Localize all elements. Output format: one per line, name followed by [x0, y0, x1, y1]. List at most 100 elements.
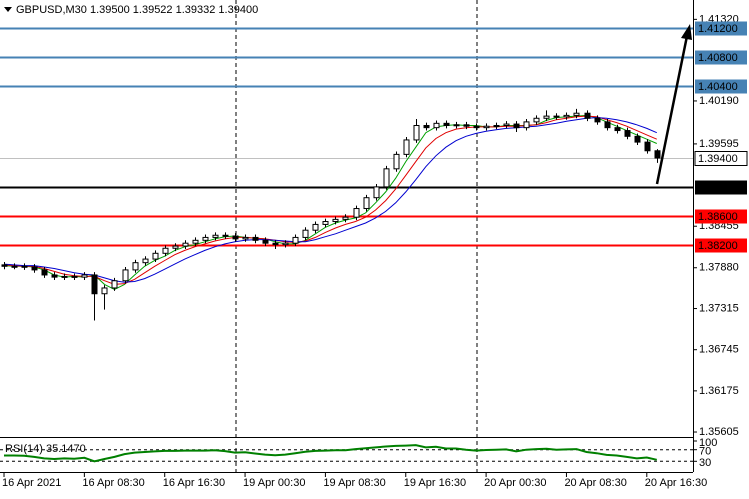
candle-body: [312, 223, 319, 231]
rsi-line: [4, 444, 658, 463]
candle-body: [111, 280, 118, 289]
candle-body: [51, 274, 58, 278]
candle-body: [634, 135, 641, 143]
rsi-tick-label: 70: [699, 446, 711, 458]
candle-body: [473, 125, 480, 129]
candle-body: [553, 115, 560, 118]
level-label-box: [695, 238, 747, 253]
candle-body: [282, 242, 289, 246]
candle-body: [493, 124, 500, 127]
x-tick-label: 16 Apr 16:30: [163, 477, 225, 489]
candle-body: [1, 264, 8, 267]
candle-body: [292, 236, 299, 244]
candle-body: [332, 218, 339, 223]
candle-body: [212, 234, 219, 238]
candle-body: [483, 125, 490, 129]
candle-body: [503, 123, 510, 126]
candle-body: [463, 124, 470, 127]
candle-body: [61, 275, 68, 278]
candle-body: [533, 117, 540, 123]
level-label: 1.38600: [698, 211, 738, 223]
candle-body: [262, 239, 269, 244]
candle-body: [543, 115, 550, 119]
candle-body: [302, 229, 309, 238]
chart-title: GBPUSD,M30 1.39500 1.39522 1.39332 1.394…: [16, 4, 258, 16]
x-tick-label: 19 Apr 00:30: [243, 477, 305, 489]
candle-body: [122, 269, 129, 282]
candle-body: [403, 139, 410, 155]
y-tick-label: 1.35605: [699, 426, 739, 438]
level-label-box: [695, 50, 747, 65]
candle-body: [363, 197, 370, 210]
level-label: 1.41200: [698, 23, 738, 35]
plot-layer: 1.413201.401901.395951.384551.378801.373…: [0, 13, 748, 489]
candle-body: [11, 265, 18, 268]
rsi-label: RSI(14) 35.1470: [5, 443, 86, 455]
candle-body: [192, 239, 199, 244]
candle-body: [353, 208, 360, 218]
candle-body: [423, 124, 430, 129]
y-tick-label: 1.37315: [699, 302, 739, 314]
candle-body: [523, 121, 530, 129]
moving-average: [3, 117, 657, 283]
x-tick-label: 16 Apr 2021: [2, 477, 61, 489]
level-label: 1.38200: [698, 240, 738, 252]
candle-body: [322, 221, 329, 225]
level-label-box: [695, 209, 747, 224]
candle-body: [654, 150, 661, 159]
candle-body: [433, 122, 440, 129]
candle-body: [31, 266, 38, 271]
x-tick-label: 20 Apr 00:30: [484, 477, 546, 489]
x-tick-label: 19 Apr 16:30: [404, 477, 466, 489]
level-label: 1.40800: [698, 52, 738, 64]
level-label: 1.39400: [698, 153, 738, 165]
level-label: 1.40400: [698, 81, 738, 93]
candle-body: [91, 274, 98, 295]
x-tick-label: 19 Apr 08:30: [323, 477, 385, 489]
candle-body: [624, 130, 631, 137]
candle-body: [594, 117, 601, 123]
candle-body: [614, 127, 621, 132]
candle-body: [162, 247, 169, 254]
candle-body: [172, 245, 179, 249]
rsi-tick-label: 100: [699, 437, 717, 449]
menu-triangle: [4, 7, 12, 12]
candle-body: [242, 236, 249, 240]
candle-body: [563, 114, 570, 118]
candle-body: [41, 269, 48, 276]
candle-body: [81, 274, 88, 278]
candle-body: [413, 124, 420, 141]
x-tick-label: 20 Apr 08:30: [564, 477, 626, 489]
candle-body: [342, 216, 349, 220]
candle-body: [182, 242, 189, 247]
rsi-tick-label: 30: [699, 457, 711, 469]
candle-body: [232, 235, 239, 240]
candle-body: [453, 124, 460, 127]
y-tick-label: 1.37880: [699, 262, 739, 274]
level-label-box: [695, 21, 747, 36]
level-label-box: [694, 151, 748, 166]
candle-body: [443, 122, 450, 126]
candle-body: [21, 265, 28, 268]
y-tick-label: 1.40190: [699, 95, 739, 107]
candle-body: [142, 258, 149, 264]
candle-body: [584, 112, 591, 119]
candle-body: [272, 242, 279, 246]
candle-body: [644, 141, 651, 152]
x-tick-label: 16 Apr 08:30: [82, 477, 144, 489]
candle-body: [573, 112, 580, 116]
moving-average: [3, 114, 657, 290]
y-tick-label: 1.39595: [699, 138, 739, 150]
y-tick-label: 1.36175: [699, 385, 739, 397]
candle-body: [393, 153, 400, 170]
arrow-head: [681, 24, 692, 40]
candle-body: [513, 123, 520, 129]
candle-body: [373, 186, 380, 199]
candle-body: [383, 168, 390, 188]
candle-body: [101, 287, 108, 295]
level-label-box: [695, 180, 747, 195]
candle-body: [202, 236, 209, 241]
arrow-shaft: [655, 35, 689, 185]
